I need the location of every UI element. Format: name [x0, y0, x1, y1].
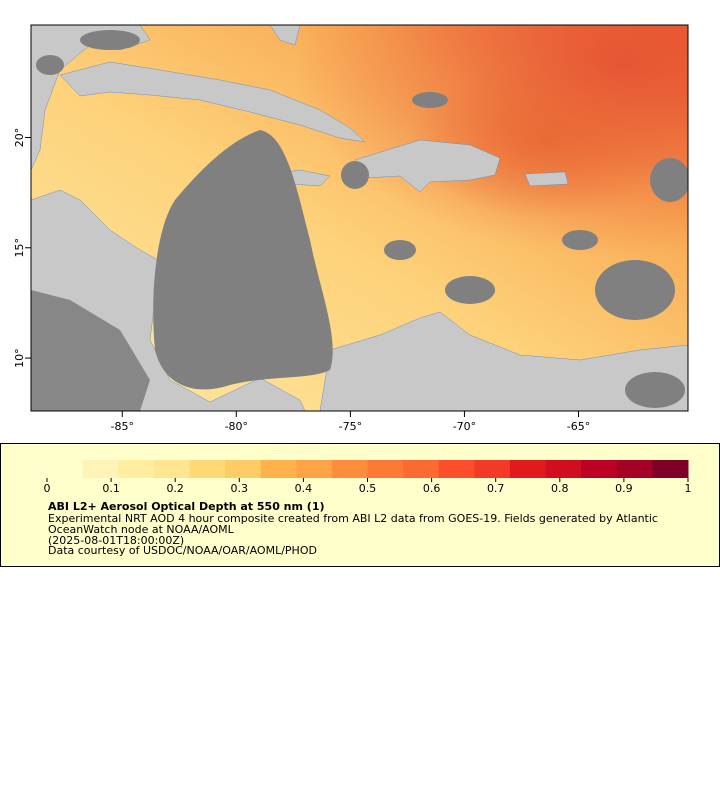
colorbar: 0 0.1 0.2 0.3 0.4 0.5 0.6 0.7 0.8 0.9 1 [44, 460, 692, 495]
colorbar-tick-label: 0.5 [359, 482, 377, 495]
colorbar-cell [225, 460, 262, 478]
map-field [31, 25, 688, 411]
colorbar-cell [260, 460, 297, 478]
colorbar-cell [403, 460, 440, 478]
x-tick-label: -65° [567, 420, 590, 433]
legend-line: Experimental NRT AOD 4 hour composite cr… [48, 512, 658, 525]
colorbar-cell [616, 460, 653, 478]
axes: -85° -80° -75° -70° -65° 10° 15° 20° [13, 128, 590, 433]
colorbar-tick-label: 1 [685, 482, 692, 495]
legend-line: OceanWatch node at NOAA/AOML [48, 523, 235, 536]
no-data [31, 30, 688, 411]
colorbar-cell [545, 460, 582, 478]
colorbar-cell [296, 460, 333, 478]
y-tick-label: 20° [13, 128, 26, 148]
colorbar-cell [474, 460, 511, 478]
plot-frame [30, 24, 689, 412]
colorbar-tick-label: 0 [44, 482, 51, 495]
colorbar-tick-label: 0.6 [423, 482, 441, 495]
colorbar-tick-label: 0.4 [295, 482, 313, 495]
colorbar-tick-label: 0.1 [102, 482, 120, 495]
colorbar-cell [331, 460, 368, 478]
colorbar-cell [438, 460, 475, 478]
colorbar-cell [82, 460, 119, 478]
colorbar-cell [581, 460, 618, 478]
colorbar-cell [367, 460, 404, 478]
land [31, 25, 688, 411]
colorbar-cell [153, 460, 190, 478]
colorbar-cell [189, 460, 226, 478]
x-tick-label: -85° [111, 420, 134, 433]
y-tick-label: 15° [13, 238, 26, 258]
colorbar-tick-label: 0.2 [166, 482, 184, 495]
colorbar-tick-label: 0.9 [615, 482, 633, 495]
y-tick-label: 10° [13, 348, 26, 368]
colorbar-cell [47, 460, 84, 478]
x-tick-label: -80° [225, 420, 248, 433]
legend-title: ABI L2+ Aerosol Optical Depth at 550 nm … [48, 500, 325, 513]
x-tick-label: -75° [339, 420, 362, 433]
colorbar-tick-label: 0.8 [551, 482, 569, 495]
legend-line: (2025-08-01T18:00:00Z) [48, 534, 184, 547]
colorbar-tick-label: 0.3 [231, 482, 249, 495]
legend-line: Data courtesy of USDOC/NOAA/OAR/AOML/PHO… [48, 544, 317, 557]
colorbar-tick-label: 0.7 [487, 482, 505, 495]
colorbar-cell [118, 460, 155, 478]
colorbar-cell [652, 460, 689, 478]
x-tick-label: -70° [453, 420, 476, 433]
colorbar-cell [509, 460, 547, 478]
